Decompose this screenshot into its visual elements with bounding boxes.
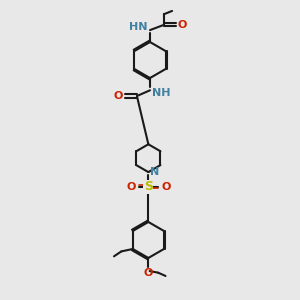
- Text: NH: NH: [152, 88, 170, 98]
- Text: HN: HN: [129, 22, 147, 32]
- Text: O: O: [178, 20, 187, 30]
- Text: O: O: [126, 182, 136, 192]
- Text: S: S: [144, 180, 153, 193]
- Text: O: O: [114, 91, 123, 101]
- Text: O: O: [144, 268, 153, 278]
- Text: N: N: [150, 167, 159, 177]
- Text: O: O: [161, 182, 170, 192]
